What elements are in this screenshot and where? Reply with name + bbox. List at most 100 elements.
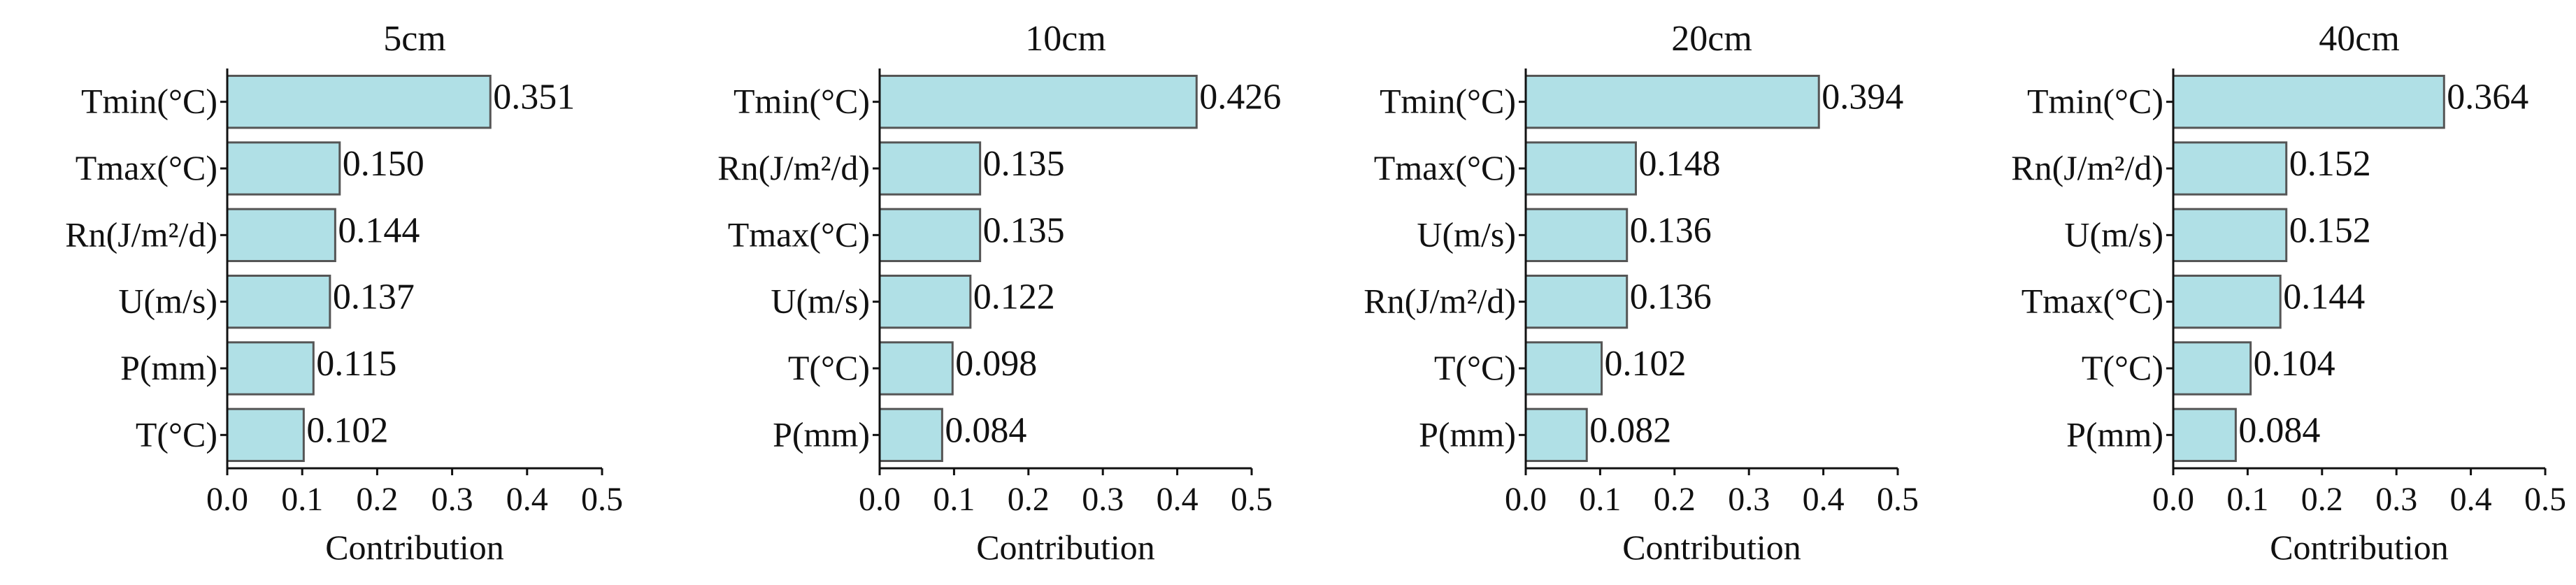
axes: 0.0 0.1 0.2 0.3 0.4 0.5 [2152,68,2566,518]
value-label: 0.150 [343,144,424,184]
panel-title: 40cm [2319,19,2400,59]
category-label: T(°C) [2082,348,2163,387]
value-label: 0.137 [333,277,415,317]
panel-title: 5cm [383,19,446,59]
x-tick-label: 0.1 [1579,481,1621,518]
category-label: P(mm) [1419,414,1516,454]
value-label: 0.351 [493,78,575,117]
x-tick-label: 0.4 [506,481,548,518]
value-label: 0.098 [955,344,1037,384]
value-label: 0.364 [2447,78,2528,117]
panel-1: 5cm 0.351 Tmin(°C) 0.150 Tmax(°C) 0.144 Rn(J/… [65,19,623,567]
bar [2172,274,2282,329]
panel-2: 10cm 0.426 Tmin(°C) 0.135 Rn(J/m²/d) 0.135 Tm… [717,19,1281,567]
category-label: Tmax(°C) [728,215,870,254]
category-label: P(mm) [773,414,870,454]
x-tick-label: 0.0 [1505,481,1547,518]
x-tick-label: 0.5 [581,481,623,518]
value-label: 0.102 [306,410,388,450]
bar [2172,208,2288,263]
category-label: Tmax(°C) [1374,148,1516,187]
category-label: T(°C) [136,414,217,454]
bar [878,274,972,329]
category-label: Tmax(°C) [2022,282,2163,321]
value-label: 0.104 [2254,344,2335,384]
x-axis-label: Contribution [325,528,504,567]
bar [1524,407,1588,463]
value-label: 0.122 [973,277,1055,317]
category-label: Rn(J/m²/d) [1364,282,1516,321]
value-label: 0.148 [1638,144,1720,184]
value-label: 0.394 [1822,78,1903,117]
bar-group: 0.426 Tmin(°C) 0.135 Rn(J/m²/d) 0.135 Tmax(°C… [717,74,1281,463]
x-tick-label: 0.1 [933,481,975,518]
x-tick-label: 0.0 [2152,481,2194,518]
value-label: 0.084 [945,410,1026,450]
x-tick-label: 0.2 [1008,481,1050,518]
bar [878,141,982,196]
category-label: U(m/s) [771,282,870,321]
bar [226,141,341,196]
x-tick-label: 0.5 [2524,481,2566,518]
axes: 0.0 0.1 0.2 0.3 0.4 0.5 [859,68,1273,518]
bar [1524,141,1637,196]
bar [1524,208,1629,263]
bar [878,208,982,263]
bar [2172,74,2445,129]
axes: 0.0 0.1 0.2 0.3 0.4 0.5 [1505,68,1919,518]
value-label: 0.135 [983,144,1065,184]
category-label: T(°C) [1434,348,1516,387]
value-label: 0.135 [983,210,1065,250]
axes: 0.0 0.1 0.2 0.3 0.4 0.5 [206,68,623,518]
value-label: 0.144 [2283,277,2365,317]
x-tick-label: 0.1 [2226,481,2268,518]
bar [2172,141,2288,196]
bar-group: 0.394 Tmin(°C) 0.148 Tmax(°C) 0.136 U(m/s) 0.1… [1364,74,1903,463]
bar [226,341,315,396]
category-label: T(°C) [788,348,870,387]
panel-4: 40cm 0.364 Tmin(°C) 0.152 Rn(J/m²/d) 0.152 U(… [2011,19,2566,567]
x-tick-label: 0.2 [356,481,398,518]
category-label: P(mm) [2066,414,2163,454]
category-label: U(m/s) [2064,215,2163,254]
category-label: P(mm) [120,348,217,387]
category-label: Tmin(°C) [2027,82,2163,121]
x-axis-label: Contribution [1622,528,1801,567]
panel-title: 10cm [1025,19,1106,59]
category-label: Rn(J/m²/d) [65,215,217,254]
category-label: Rn(J/m²/d) [717,148,870,187]
category-label: Tmax(°C) [76,148,217,187]
x-tick-label: 0.4 [1157,481,1198,518]
value-label: 0.102 [1605,344,1687,384]
value-label: 0.136 [1630,277,1712,317]
category-label: U(m/s) [1417,215,1516,254]
x-tick-label: 0.5 [1231,481,1273,518]
x-tick-label: 0.2 [1654,481,1696,518]
panel-3: 20cm 0.394 Tmin(°C) 0.148 Tmax(°C) 0.136 U(m/… [1364,19,1919,567]
bar [2172,407,2237,463]
bar [226,407,305,463]
value-label: 0.152 [2289,144,2371,184]
value-label: 0.115 [316,344,396,384]
bar [2172,341,2252,396]
x-tick-label: 0.4 [2450,481,2492,518]
x-axis-label: Contribution [2270,528,2449,567]
x-tick-label: 0.1 [281,481,323,518]
category-label: Rn(J/m²/d) [2011,148,2163,187]
x-axis-label: Contribution [976,528,1155,567]
x-tick-label: 0.3 [1082,481,1124,518]
value-label: 0.084 [2238,410,2320,450]
bar [1524,74,1820,129]
category-label: U(m/s) [118,282,217,321]
bar-group: 0.364 Tmin(°C) 0.152 Rn(J/m²/d) 0.152 U(m/s) 0… [2011,74,2528,463]
x-tick-label: 0.3 [2375,481,2417,518]
value-label: 0.082 [1589,410,1671,450]
x-tick-label: 0.0 [859,481,901,518]
bar-group: 0.351 Tmin(°C) 0.150 Tmax(°C) 0.144 Rn(J/m²/d… [65,74,575,463]
category-label: Tmin(°C) [81,82,217,121]
bar [878,74,1198,129]
x-tick-label: 0.2 [2301,481,2343,518]
bar [1524,341,1603,396]
category-label: Tmin(°C) [1380,82,1516,121]
